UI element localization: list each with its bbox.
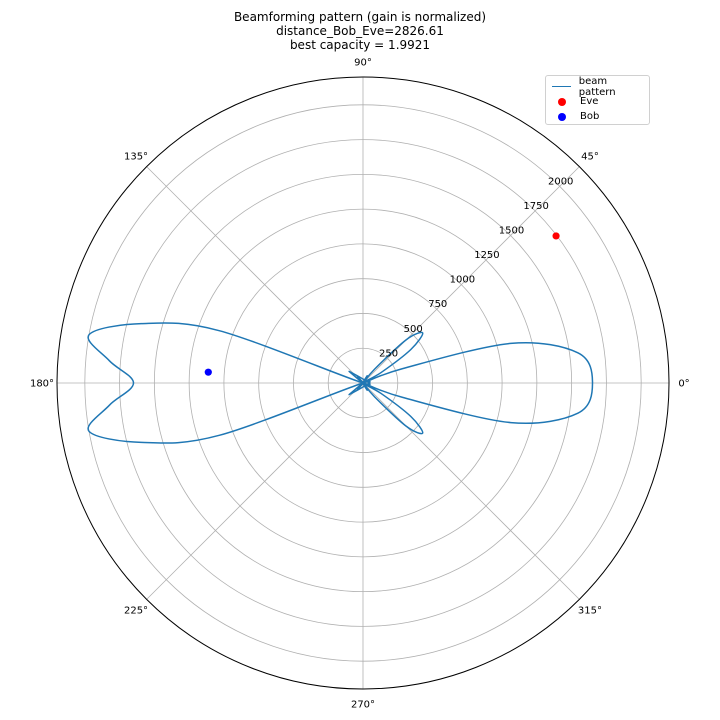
radial-tick-label: 2000	[548, 176, 573, 187]
radial-tick-label: 1750	[523, 201, 548, 212]
angular-gridline	[362, 166, 580, 384]
radial-tick-label: 1500	[499, 225, 524, 236]
angular-gridline	[146, 166, 364, 384]
chart-title-line-2: distance_Bob_Eve=2826.61	[276, 24, 444, 38]
angle-tick-label: 225°	[124, 605, 148, 616]
chart-title-line-1: Beamforming pattern (gain is normalized)	[233, 10, 487, 24]
angle-tick-label: 45°	[581, 152, 599, 163]
angle-tick-label: 90°	[354, 58, 372, 69]
legend-entry-bob: Bob	[552, 109, 643, 124]
chart-title: Beamforming pattern (gain is normalized)…	[0, 10, 720, 52]
polar-frame	[56, 76, 670, 690]
legend-label-bob: Bob	[580, 111, 600, 122]
legend-entry-beam: beam pattern	[552, 76, 643, 98]
radial-tick-label: 1000	[450, 275, 475, 286]
angle-tick-label: 0°	[678, 379, 689, 390]
legend-line-marker	[552, 86, 571, 87]
angle-tick-label: 180°	[30, 379, 54, 390]
angular-gridline	[146, 382, 364, 600]
eve-point	[552, 232, 560, 240]
radial-tick-label: 500	[404, 324, 423, 335]
chart-title-line-3: best capacity = 1.9921	[289, 38, 431, 52]
legend-entry-eve: Eve	[552, 94, 643, 109]
angle-tick-label: 135°	[124, 152, 148, 163]
legend-label-beam: beam pattern	[578, 75, 616, 98]
legend-label-eve: Eve	[580, 96, 599, 107]
legend-dot-marker	[558, 112, 566, 121]
legend: beam pattern Eve Bob	[545, 75, 650, 125]
angle-tick-label: 315°	[578, 605, 602, 616]
radial-tick-label: 750	[428, 299, 447, 310]
beam-pattern-line	[87, 322, 594, 444]
angle-tick-label: 270°	[351, 700, 375, 711]
bob-point	[204, 368, 212, 376]
radial-tick-label: 250	[379, 348, 398, 359]
angular-gridline	[362, 382, 580, 600]
legend-dot-marker	[558, 97, 566, 106]
radial-tick-label: 1250	[474, 250, 499, 261]
